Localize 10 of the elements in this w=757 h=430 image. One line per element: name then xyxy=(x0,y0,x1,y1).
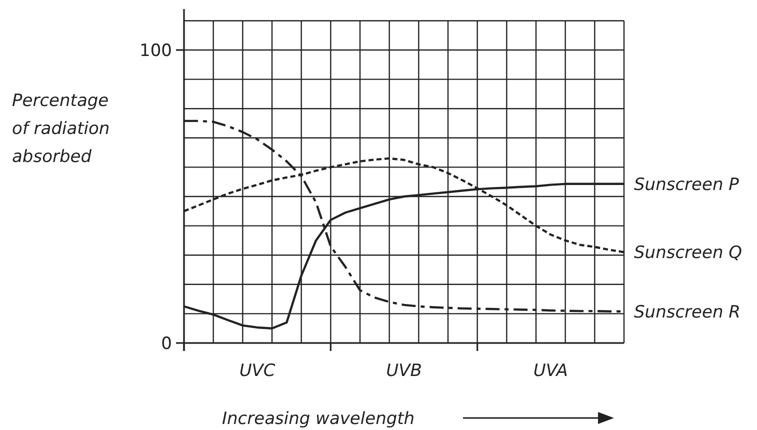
series-label: Sunscreen Q xyxy=(634,243,742,264)
series-label: Sunscreen R xyxy=(634,302,740,322)
text: UVC xyxy=(239,361,276,381)
y-axis-title: Percentage of radiation absorbed xyxy=(12,91,110,167)
text: UVA xyxy=(533,361,568,381)
series-label: Sunscreen P xyxy=(634,174,740,195)
text: UVB xyxy=(386,361,422,381)
y-tick-label: 0 xyxy=(161,334,172,354)
y-tick-label: 100 xyxy=(140,40,172,61)
x-axis-title: Increasing wavelength xyxy=(222,409,415,429)
